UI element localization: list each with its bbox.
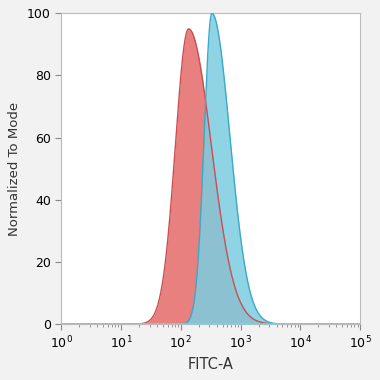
X-axis label: FITC-A: FITC-A — [188, 357, 234, 372]
Y-axis label: Normalized To Mode: Normalized To Mode — [8, 102, 21, 236]
